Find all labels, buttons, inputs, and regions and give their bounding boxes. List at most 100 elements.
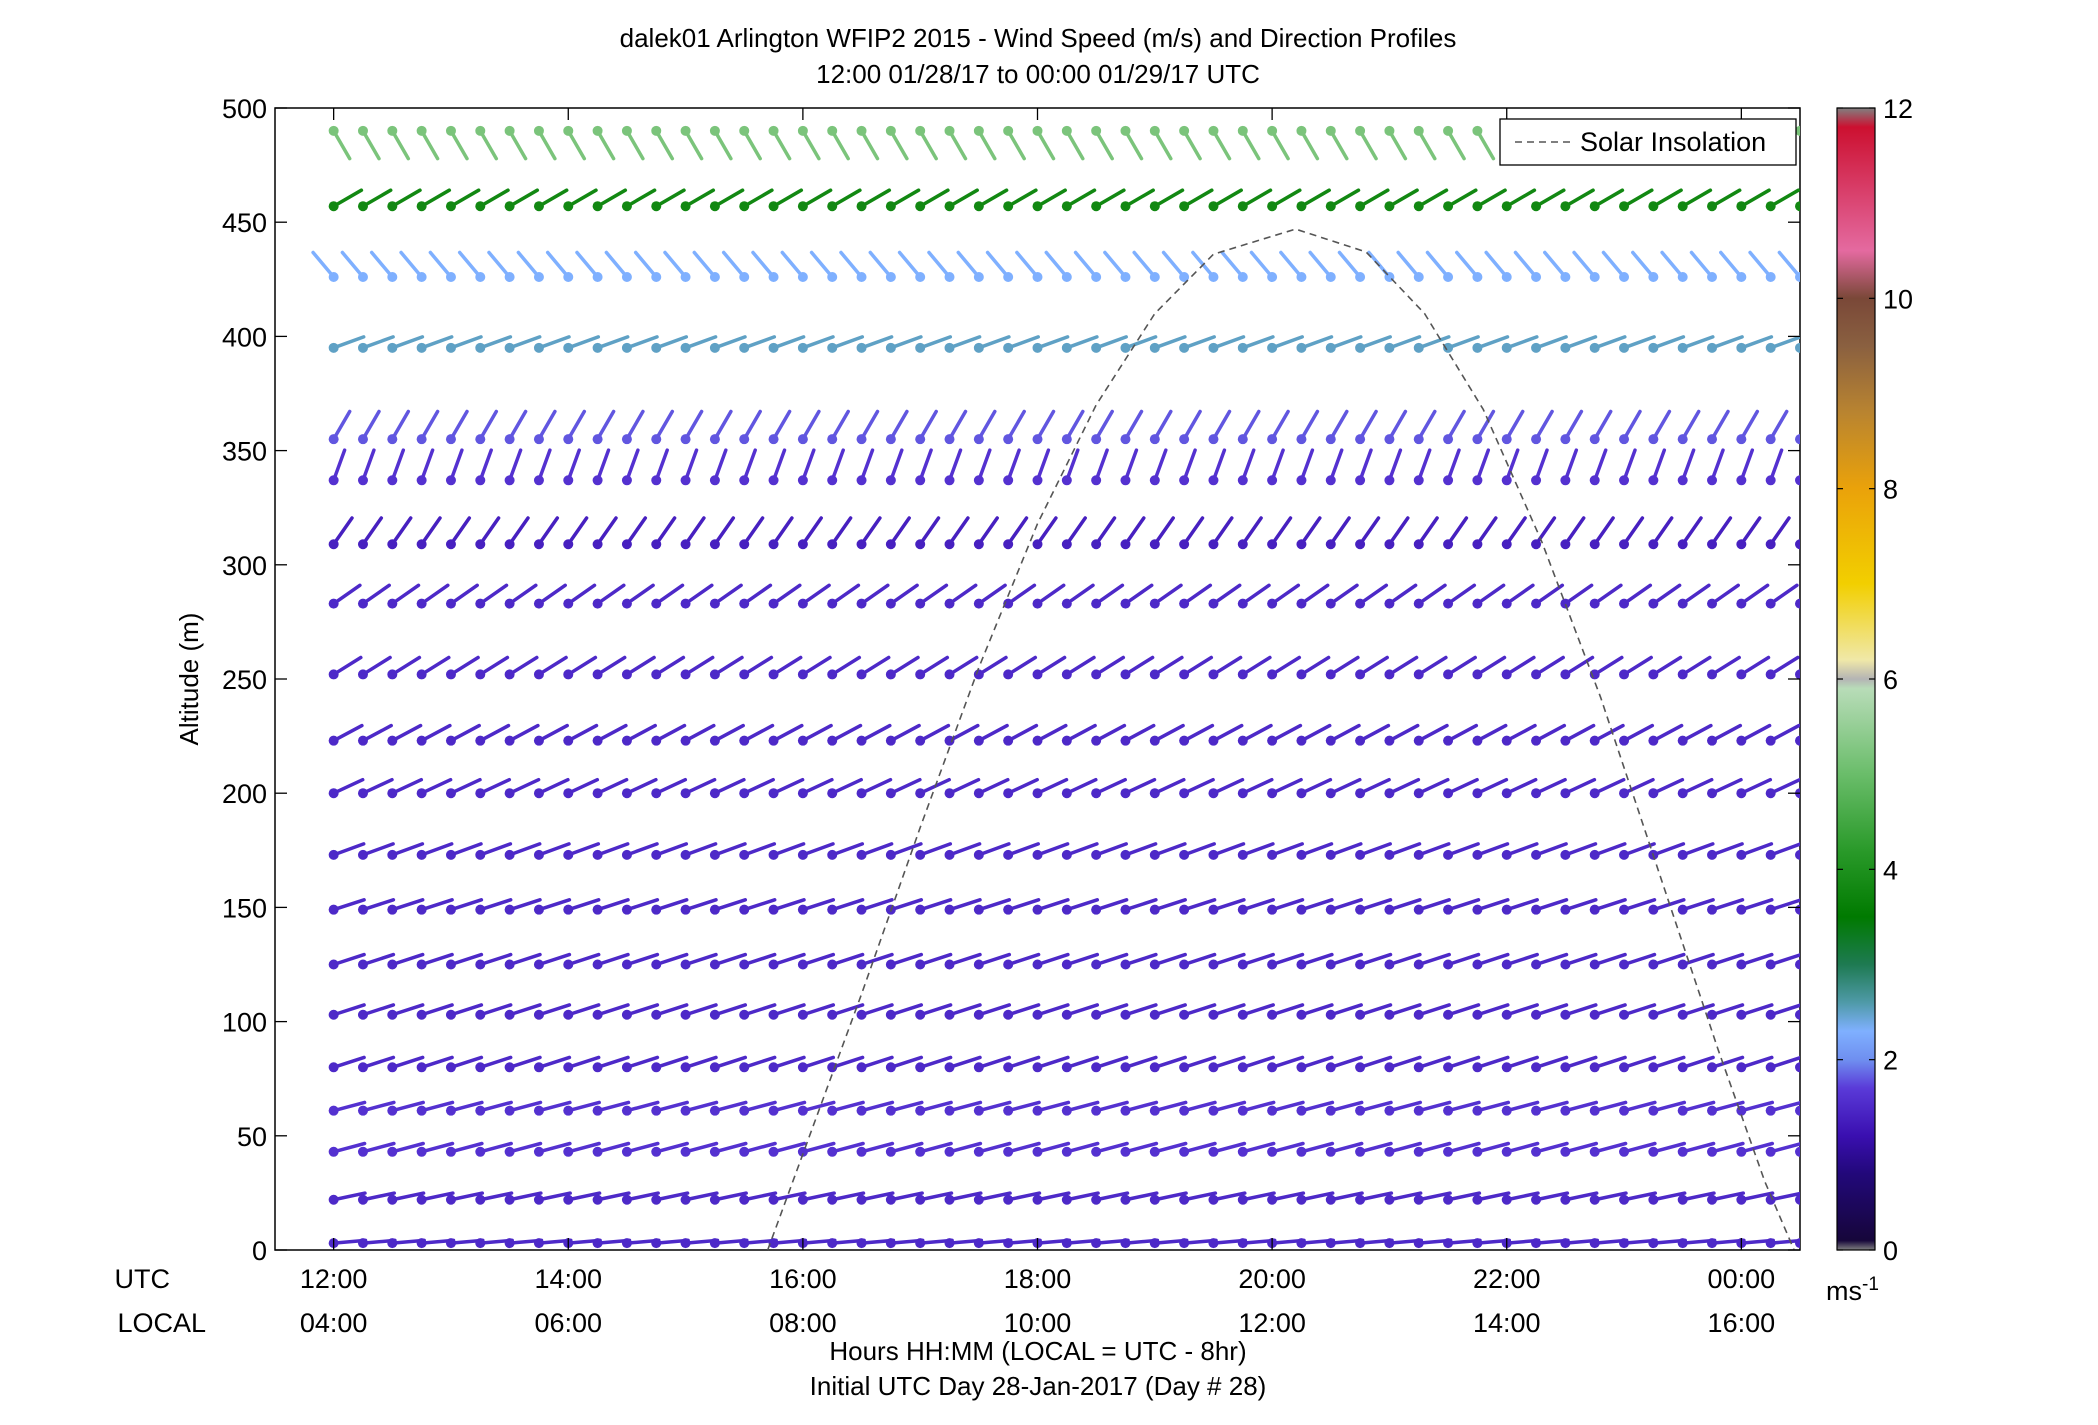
barb-stem xyxy=(390,335,425,350)
barb-stem xyxy=(947,516,970,546)
barb-stem xyxy=(1947,726,1975,741)
barb-stem xyxy=(801,842,835,857)
barb-stem xyxy=(537,448,552,483)
barb-dot xyxy=(2030,1010,2040,1020)
barb-dot xyxy=(1707,788,1718,799)
barb-dot xyxy=(621,125,632,136)
barb-dot xyxy=(1355,904,1366,915)
barb-stem xyxy=(2005,190,2033,206)
barb-dot xyxy=(1267,788,1278,799)
barb-dot xyxy=(651,201,662,212)
barb-dot xyxy=(1413,1194,1424,1205)
barb-stem xyxy=(1358,188,1390,208)
barb-stem xyxy=(947,335,982,350)
barb-stem xyxy=(889,335,923,350)
barb-stem xyxy=(331,898,366,912)
barb-stem xyxy=(1299,583,1330,606)
barb-dot xyxy=(1179,1194,1190,1205)
barb-dot xyxy=(563,669,574,680)
barb-stem xyxy=(918,129,938,161)
barb-dot xyxy=(2088,669,2098,679)
barb-stem xyxy=(1035,1003,1070,1017)
barb-dot xyxy=(1179,959,1190,970)
barb-stem xyxy=(1220,250,1245,279)
barb-stem xyxy=(625,516,648,546)
barb-dot xyxy=(504,272,515,283)
barb-dot xyxy=(1149,849,1160,860)
barb-dot xyxy=(387,125,398,136)
barb-dot xyxy=(827,904,838,915)
barb-dot xyxy=(533,1194,544,1205)
barb-dot xyxy=(416,125,427,136)
barb-stem xyxy=(801,952,836,967)
barb-dot xyxy=(1061,669,1072,680)
barb-dot xyxy=(1443,1146,1454,1157)
barb-stem xyxy=(537,723,569,743)
barb-stem xyxy=(2035,955,2065,965)
barb-dot xyxy=(2059,905,2069,915)
barb-stem xyxy=(1947,412,1963,440)
barb-dot xyxy=(1355,598,1366,609)
barb-stem xyxy=(625,188,657,208)
barb-stem xyxy=(390,1141,425,1154)
barb-dot xyxy=(1149,904,1160,915)
barb-stem xyxy=(331,777,365,795)
barb-dot xyxy=(1443,1009,1454,1020)
barb-stem xyxy=(1947,1005,1977,1015)
barb-stem xyxy=(2005,1005,2035,1015)
barb-dot xyxy=(475,1062,486,1073)
barb-stem xyxy=(1651,335,1686,350)
barb-stem xyxy=(1651,1055,1686,1070)
barb-dot xyxy=(387,434,398,445)
barb-dot xyxy=(1267,201,1278,212)
barb-dot xyxy=(1237,959,1248,970)
barb-dot xyxy=(1003,125,1014,136)
barb-stem xyxy=(771,898,806,912)
barb-dot xyxy=(1267,735,1278,746)
barb-dot xyxy=(1120,598,1131,609)
barb-stem xyxy=(713,1191,748,1202)
barb-stem xyxy=(1182,723,1215,743)
barb-dot xyxy=(1384,788,1395,799)
barb-dot xyxy=(592,434,603,445)
barb-stem xyxy=(889,777,922,795)
barb-dot xyxy=(856,735,867,746)
barb-dot xyxy=(1091,539,1102,550)
barb-dot xyxy=(1237,1105,1248,1116)
barb-dot xyxy=(827,598,838,609)
barb-dot xyxy=(1208,669,1219,680)
barb-stem xyxy=(1153,129,1173,161)
barb-dot xyxy=(885,475,896,486)
x-axis-label: Hours HH:MM (LOCAL = UTC - 8hr) xyxy=(829,1336,1246,1366)
barb-dot xyxy=(1589,434,1600,445)
barb-stem xyxy=(1241,898,1275,912)
barb-stem xyxy=(361,842,395,857)
barb-dot xyxy=(445,1062,456,1073)
barb-stem xyxy=(1680,777,1714,795)
barb-stem xyxy=(2035,518,2053,544)
barb-dot xyxy=(1589,904,1600,915)
barb-stem xyxy=(361,1100,396,1113)
chart-subtitle: 12:00 01/28/17 to 00:00 01/29/17 UTC xyxy=(816,59,1260,89)
barb-dot xyxy=(739,125,750,136)
barb-stem xyxy=(1006,777,1039,795)
barb-dot xyxy=(2059,1010,2069,1020)
barb-dot xyxy=(1883,736,1893,746)
barb-stem xyxy=(1065,129,1085,161)
barb-dot xyxy=(1149,598,1160,609)
barb-stem xyxy=(478,777,512,795)
barb-stem xyxy=(625,898,660,912)
barb-dot xyxy=(1179,669,1190,680)
barb-stem xyxy=(1299,188,1331,208)
colorbar-gradient xyxy=(1836,107,1876,1251)
barb-stem xyxy=(1446,1003,1481,1017)
barb-stem xyxy=(419,1003,454,1017)
barb-stem xyxy=(625,952,660,967)
barb-stem xyxy=(947,898,982,912)
barb-dot xyxy=(1091,669,1102,680)
barb-stem xyxy=(713,898,748,912)
barb-dot xyxy=(1413,539,1424,550)
barb-dot xyxy=(680,735,691,746)
barb-stem xyxy=(2064,900,2094,910)
barb-stem xyxy=(1504,1100,1540,1113)
